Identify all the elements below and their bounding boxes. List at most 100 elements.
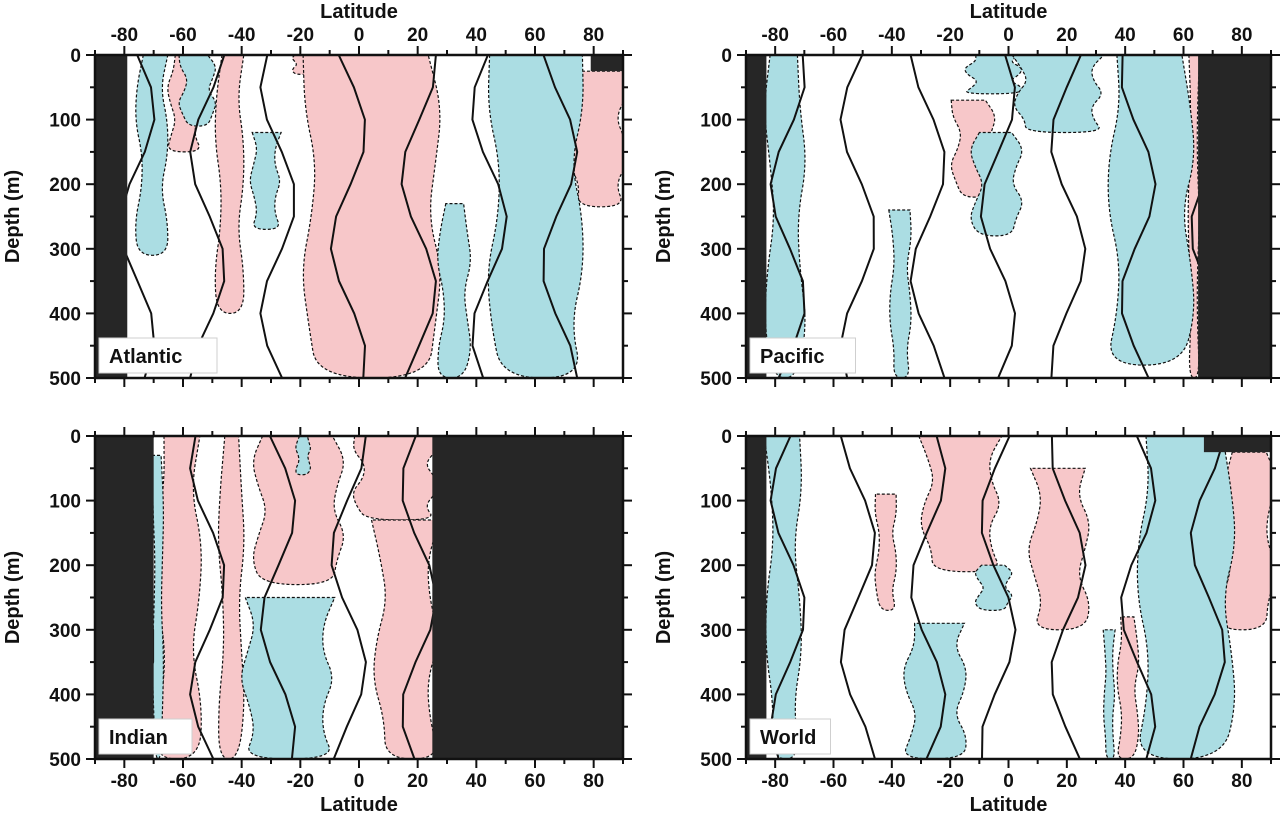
- indian-contour-line: [259, 436, 297, 759]
- atlantic-x-tick-label: 20: [407, 25, 428, 46]
- pacific-contour-line: [769, 55, 806, 378]
- world-land-mask: [1203, 436, 1271, 453]
- pacific-negative-region: [888, 209, 912, 378]
- atlantic-negative-region: [437, 203, 471, 378]
- pacific-x-tick-label: 0: [1003, 25, 1014, 46]
- world-land-mask: [746, 436, 767, 759]
- world-y-tick-label: 400: [700, 685, 732, 706]
- atlantic-contour-line: [259, 55, 295, 378]
- world-y-tick-label: 0: [721, 427, 732, 448]
- pacific-land-mask: [1198, 55, 1271, 378]
- indian-y-tick-label: 100: [49, 492, 81, 513]
- atlantic-contour-line: [400, 55, 437, 378]
- indian-x-tick-label: -40: [228, 771, 255, 792]
- atlantic-negative-region: [487, 55, 584, 378]
- world-y-axis-label: Depth (m): [653, 551, 675, 644]
- pacific-y-tick-label: 300: [700, 240, 732, 261]
- indian-x-tick-label: -80: [111, 771, 138, 792]
- world-negative-region: [1136, 436, 1236, 759]
- indian-y-tick-label: 0: [70, 427, 81, 448]
- atlantic-plot-area: [95, 55, 623, 378]
- indian-x-axis-label-bottom: Latitude: [320, 794, 398, 814]
- world-x-tick-label: 80: [1231, 771, 1252, 792]
- indian-contour-line: [330, 436, 367, 759]
- indian-contour-line: [189, 436, 226, 759]
- atlantic-contour-line: [189, 55, 226, 378]
- pacific-y-axis-label: Depth (m): [653, 170, 675, 263]
- pacific-negative-region: [1011, 55, 1105, 134]
- indian-negative-region: [241, 596, 336, 759]
- pacific-land-mask: [746, 55, 767, 378]
- atlantic-y-tick-label: 300: [49, 240, 81, 261]
- indian-x-tick-label: -60: [169, 771, 196, 792]
- world-contour-line: [1189, 436, 1226, 759]
- pacific-y-tick-label: 500: [700, 369, 732, 390]
- indian-x-tick-label: 80: [583, 771, 604, 792]
- world-positive-region: [918, 436, 1003, 573]
- world-y-tick-label: 500: [700, 750, 732, 771]
- atlantic-negative-region: [135, 55, 169, 256]
- atlantic-basin-label: Atlantic: [98, 337, 218, 374]
- world-basin-label: World: [749, 718, 831, 755]
- world-x-tick-label: 20: [1056, 771, 1077, 792]
- indian-y-tick-label: 500: [49, 750, 81, 771]
- indian-basin-label: Indian: [98, 718, 193, 755]
- pacific-negative-region: [970, 131, 1023, 237]
- pacific-x-tick-label: -80: [761, 25, 788, 46]
- world-contour-line: [980, 436, 1017, 759]
- atlantic-contour-line: [471, 55, 508, 378]
- pacific-x-tick-label: 60: [1173, 25, 1194, 46]
- world-positive-region: [874, 493, 897, 612]
- atlantic-x-tick-label: 40: [466, 25, 487, 46]
- pacific-y-tick-label: 400: [700, 304, 732, 325]
- atlantic-contour-line: [329, 55, 367, 378]
- world-negative-region: [903, 622, 967, 759]
- world-negative-region: [1102, 629, 1116, 759]
- world-basin-label-text: World: [760, 727, 816, 749]
- pacific-basin-label-text: Pacific: [760, 346, 824, 368]
- world-x-tick-label: -60: [820, 771, 847, 792]
- atlantic-x-tick-label: -60: [169, 25, 196, 46]
- indian-x-tick-label: 40: [466, 771, 487, 792]
- atlantic-y-tick-label: 200: [49, 175, 81, 196]
- world-x-tick-label: 40: [1115, 771, 1136, 792]
- pacific-negative-region: [764, 55, 806, 378]
- world-x-tick-label: 0: [1003, 771, 1014, 792]
- world-contour-line: [1050, 436, 1087, 759]
- indian-x-tick-label: 20: [407, 771, 428, 792]
- indian-plot-area: [95, 436, 623, 759]
- world-positive-region: [1028, 467, 1090, 631]
- indian-land-mask: [95, 436, 154, 759]
- atlantic-basin-label-box: [98, 337, 218, 374]
- atlantic-contour-line: [542, 55, 579, 378]
- pacific-x-tick-label: -60: [820, 25, 847, 46]
- indian-land-mask: [432, 436, 623, 759]
- indian-positive-region: [217, 436, 245, 759]
- pacific-x-tick-label: -40: [878, 25, 905, 46]
- world-contour-line: [1120, 436, 1157, 759]
- atlantic-y-tick-label: 400: [49, 304, 81, 325]
- world-y-tick-label: 300: [700, 621, 732, 642]
- indian-positive-region: [352, 436, 437, 521]
- indian-positive-region: [252, 436, 344, 586]
- indian-negative-region: [151, 454, 164, 759]
- atlantic-panel: -80 -60 -40 -20 0 20 40 60 80 0 100 200 300 400 500 Lat…: [2, 1, 632, 390]
- world-basin-label-box: [749, 718, 831, 755]
- pacific-x-tick-label: 20: [1056, 25, 1077, 46]
- atlantic-negative-region: [178, 55, 216, 127]
- world-x-tick-label: -80: [761, 771, 788, 792]
- pacific-x-tick-label: 80: [1231, 25, 1252, 46]
- pacific-y-tick-label: 200: [700, 175, 732, 196]
- atlantic-x-tick-label: -40: [228, 25, 255, 46]
- pacific-x-tick-label: -20: [936, 25, 963, 46]
- indian-y-tick-label: 300: [49, 621, 81, 642]
- atlantic-y-tick-label: 500: [49, 369, 81, 390]
- pacific-y-tick-label: 100: [700, 111, 732, 132]
- atlantic-x-tick-label: 80: [583, 25, 604, 46]
- atlantic-y-tick-label: 100: [49, 111, 81, 132]
- atlantic-x-tick-label: -80: [111, 25, 138, 46]
- indian-x-tick-label: 0: [354, 771, 365, 792]
- atlantic-negative-region: [249, 131, 282, 231]
- world-x-tick-label: -40: [878, 771, 905, 792]
- world-y-tick-label: 200: [700, 556, 732, 577]
